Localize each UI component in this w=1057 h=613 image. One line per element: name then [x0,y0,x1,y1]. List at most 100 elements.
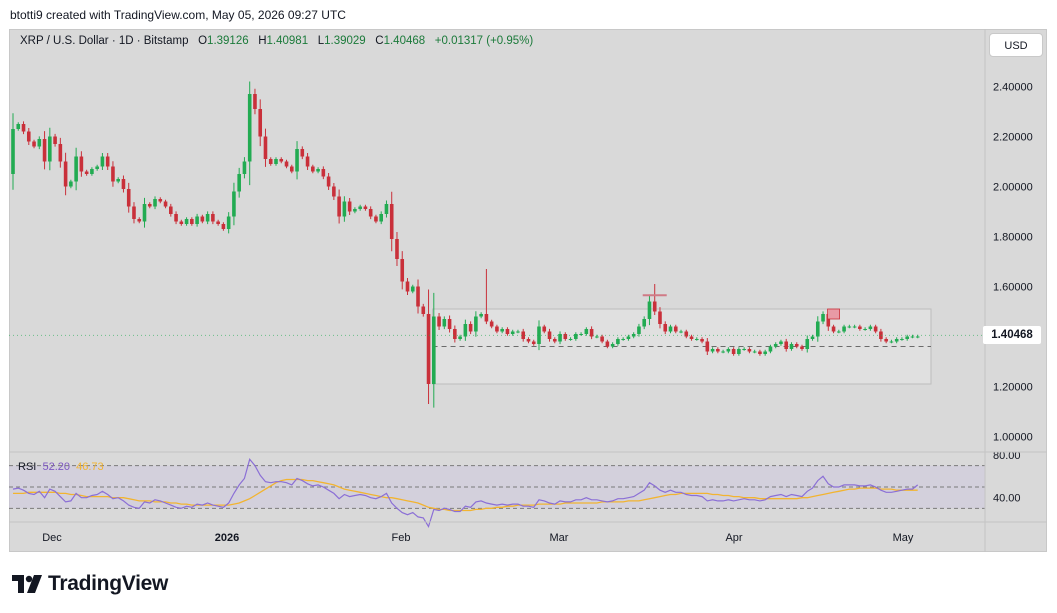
candle-body [621,339,625,340]
candle-body [32,141,36,147]
range-box [432,308,932,385]
candle-body [374,216,378,222]
candle-body [63,161,68,187]
price-tick-label: 2.40000 [993,82,1033,94]
candle-body [447,319,452,329]
candle-body [737,349,741,354]
candle-body [479,314,483,317]
candle-body [74,156,78,182]
candle-body [221,224,226,229]
candle-body [242,161,247,174]
candle-body [395,239,399,259]
symbol-label: XRP / U.S. Dollar · 1D · Bitstamp [20,35,189,47]
candle-body [584,329,589,334]
candle-body [132,206,136,219]
candle-body [353,209,357,212]
candle-body [574,334,578,339]
candle-body [915,336,920,338]
candle-body [389,204,394,239]
price-tick-label: 1.20000 [993,382,1033,394]
tradingview-logo-icon [12,575,42,593]
time-tick-label: Mar [550,532,569,544]
candle-body [342,201,347,217]
candle-body [658,311,662,324]
footer-brand: TradingView [12,572,168,596]
candle-body [474,316,478,332]
attribution-text: btotti9 created with TradingView.com, Ma… [10,8,346,22]
candle-body [300,149,305,157]
candle-body [647,301,652,319]
candle-body [432,316,436,384]
candle-body [721,351,725,353]
rsi-legend: RSI 52.20 46.73 [18,461,104,473]
candle-body [815,321,820,337]
candle-body [610,344,615,347]
price-axis: 2.400002.200002.000001.800001.600001.400… [9,29,1047,552]
candle-body [163,201,168,207]
time-axis: Dec 2026 Feb Mar Apr May [42,532,914,544]
price-tick-label: 2.00000 [993,182,1033,194]
candle-body [410,286,415,292]
candle-body [284,161,289,167]
candle-body [905,336,909,339]
currency-button[interactable]: USD [989,33,1043,57]
price-tick-label: 1.60000 [993,282,1033,294]
open-label: O [198,35,208,47]
candle-body [84,171,89,174]
candle-body [226,216,231,229]
candle-body [637,326,641,334]
candle-body [910,336,915,338]
candle-body [463,324,468,337]
brand-name: TradingView [48,572,169,595]
candle-body [379,214,383,222]
candle-body [384,204,389,214]
candle-body [642,319,646,327]
candle-body [53,136,57,144]
candle-body [726,349,731,352]
chart-legend: XRP / U.S. Dollar · 1D · Bitstamp O1.391… [20,35,533,47]
candle-body [48,136,52,162]
candle-body [153,199,157,207]
candle-body [263,136,268,159]
candle-body [142,204,147,222]
candle-body [510,331,515,334]
candle-body [779,341,783,344]
candle-body [626,336,631,339]
candle-body [332,186,336,197]
candle-body [679,331,683,333]
candle-body [568,339,573,340]
candle-body [742,349,746,350]
chart-frame[interactable] [9,29,1047,552]
candle-body [821,314,825,322]
candle-body [505,329,510,334]
candle-body [516,331,520,333]
candle-body [279,159,284,162]
candle-body [26,131,31,142]
candle-body [873,326,878,332]
close-label: C [375,35,384,47]
candle-body [105,156,110,167]
candle-body [758,351,762,354]
candle-body [900,339,904,340]
candle-body [174,214,178,222]
candle-body [211,214,215,222]
candle-body [169,206,173,214]
candle-body [495,326,499,332]
candle-body [158,199,163,202]
candle-body [789,344,794,349]
candle-body [326,176,331,187]
candle-body [421,306,426,314]
candle-body [79,156,84,172]
candle-body [794,344,799,347]
candle-body [184,219,189,224]
candle-body [274,159,278,164]
candle-body [889,341,894,343]
candle-body [305,156,310,167]
candle-body [805,339,810,349]
candle-body [253,94,257,109]
time-tick-label: May [893,532,914,544]
candle-body [311,166,315,172]
low-label: L [317,35,325,47]
candle-body [484,314,489,322]
